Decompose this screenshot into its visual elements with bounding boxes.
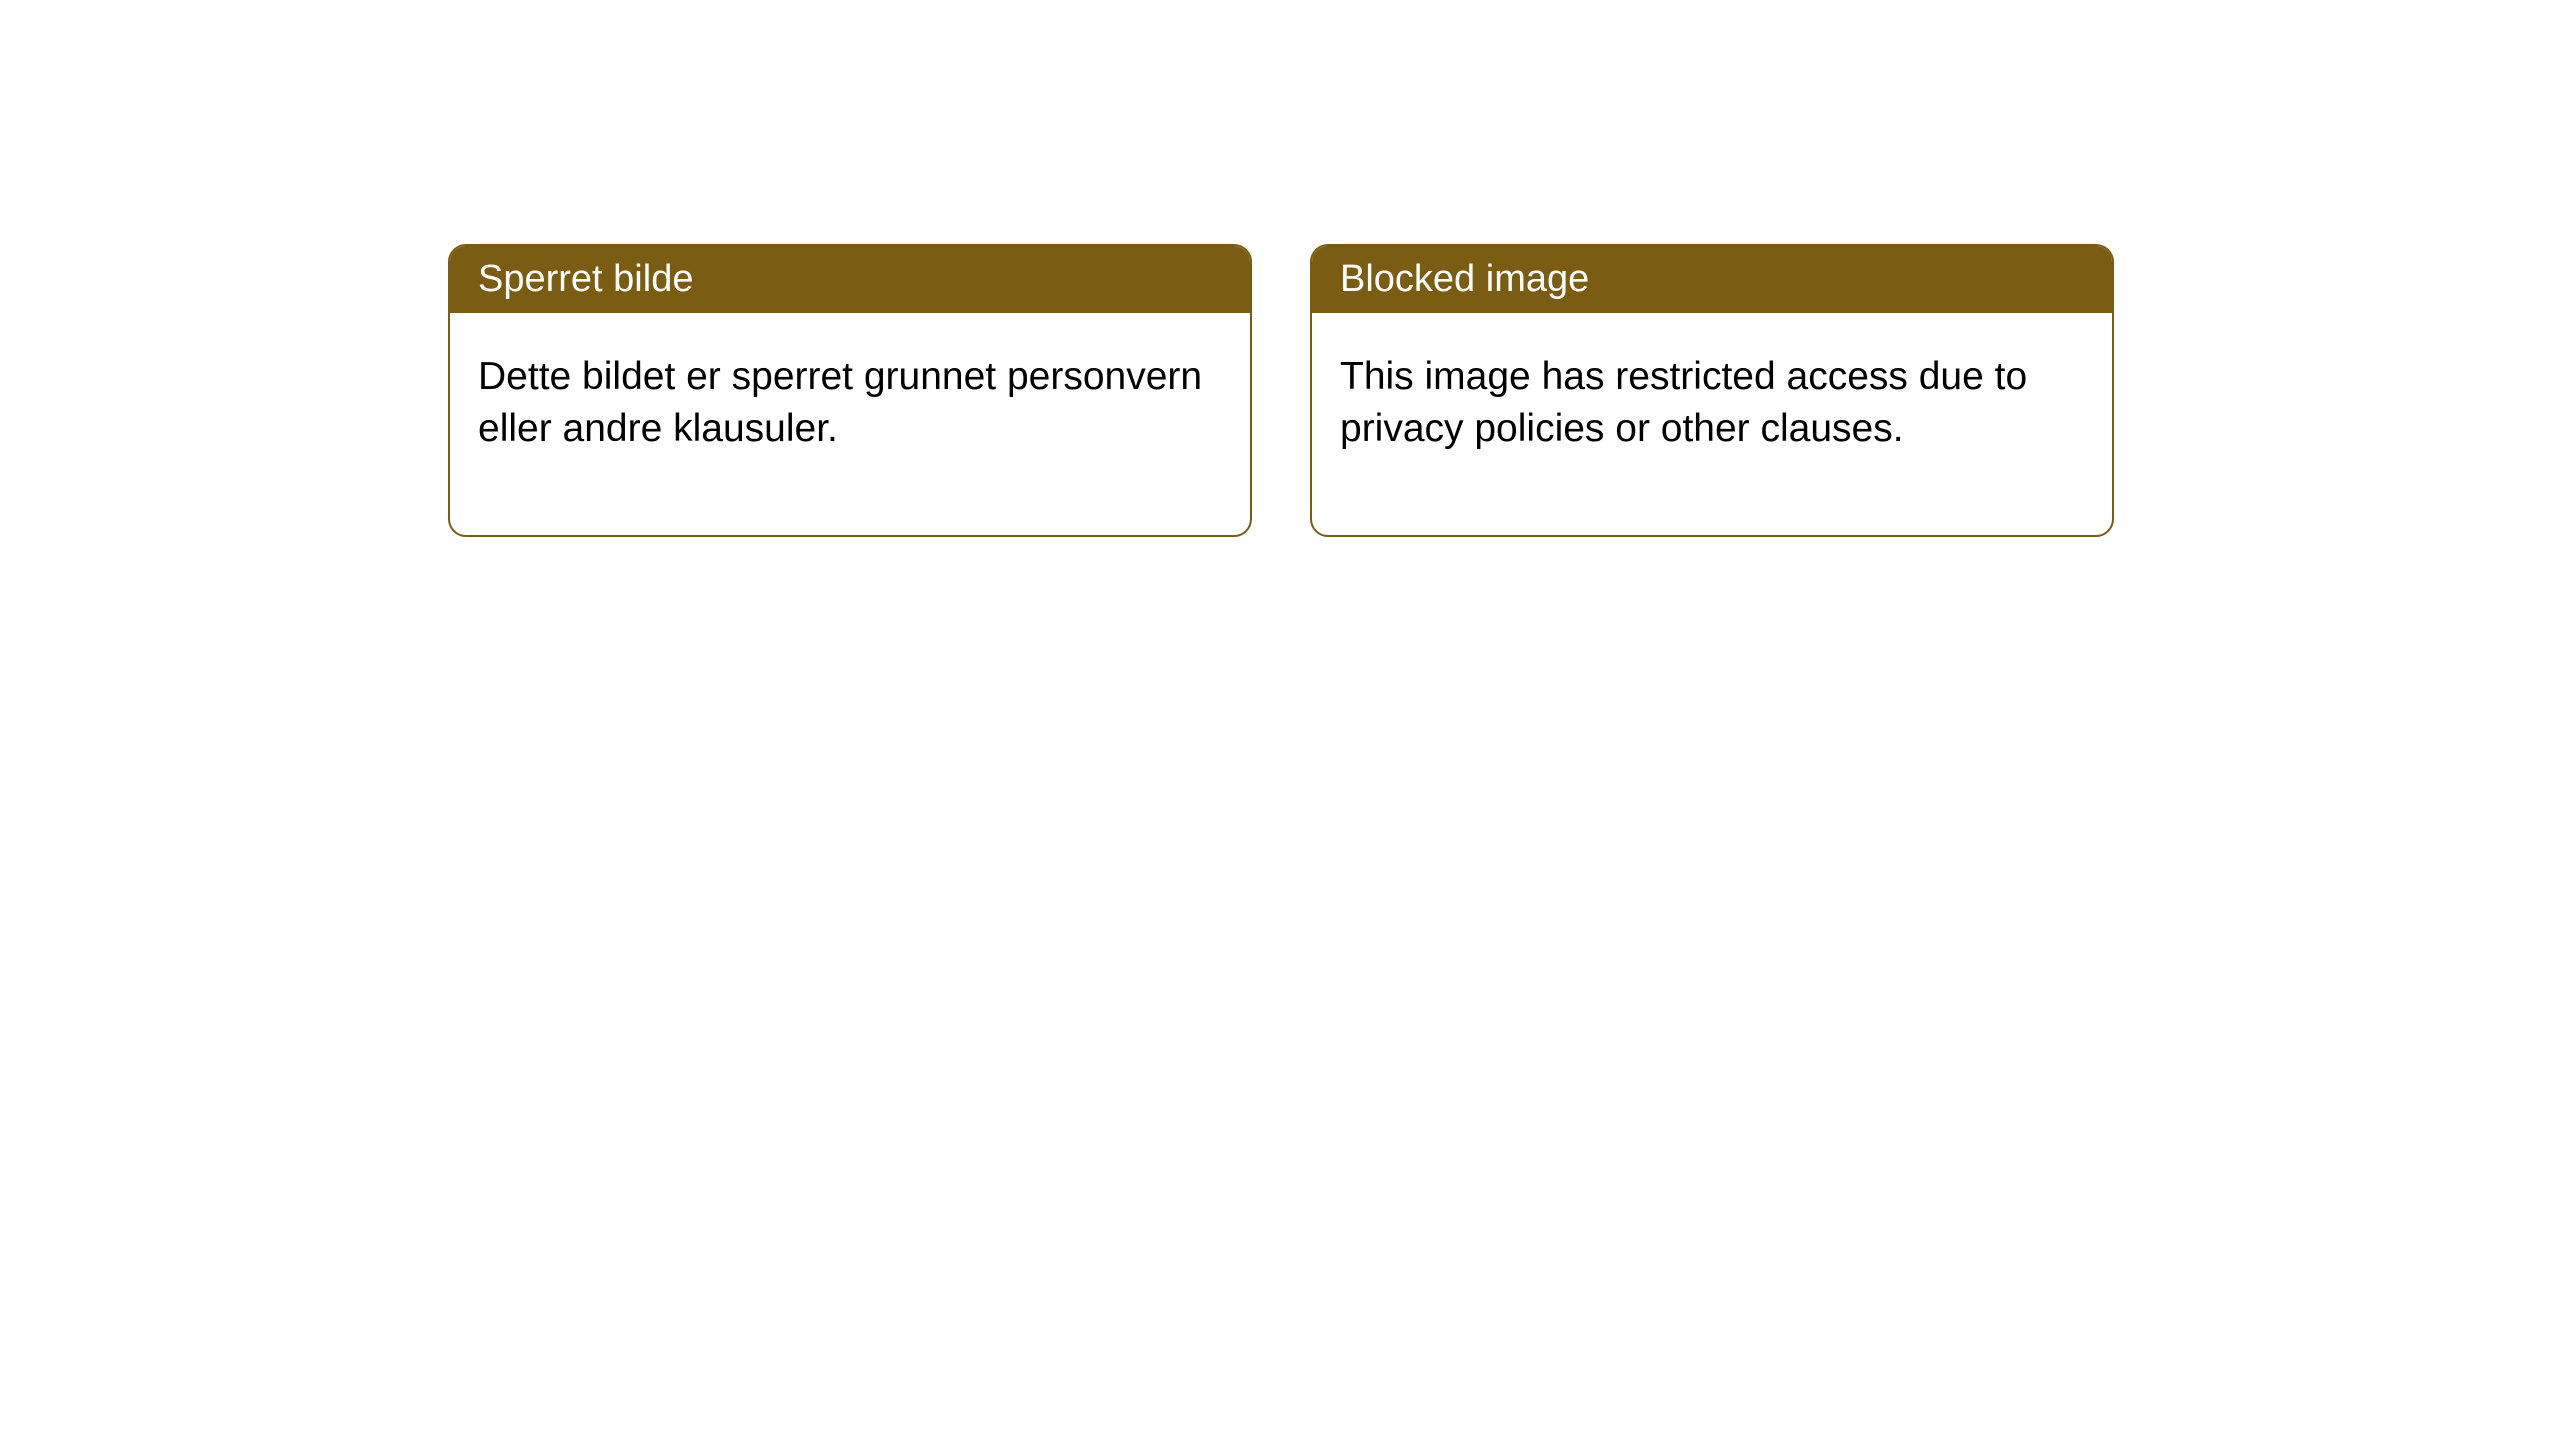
notice-card-norwegian: Sperret bilde Dette bildet er sperret gr…	[448, 244, 1252, 537]
notice-body-norwegian: Dette bildet er sperret grunnet personve…	[450, 313, 1250, 535]
notice-title-norwegian: Sperret bilde	[450, 246, 1250, 313]
notice-title-english: Blocked image	[1312, 246, 2112, 313]
notice-body-english: This image has restricted access due to …	[1312, 313, 2112, 535]
notice-container: Sperret bilde Dette bildet er sperret gr…	[0, 0, 2560, 537]
notice-card-english: Blocked image This image has restricted …	[1310, 244, 2114, 537]
